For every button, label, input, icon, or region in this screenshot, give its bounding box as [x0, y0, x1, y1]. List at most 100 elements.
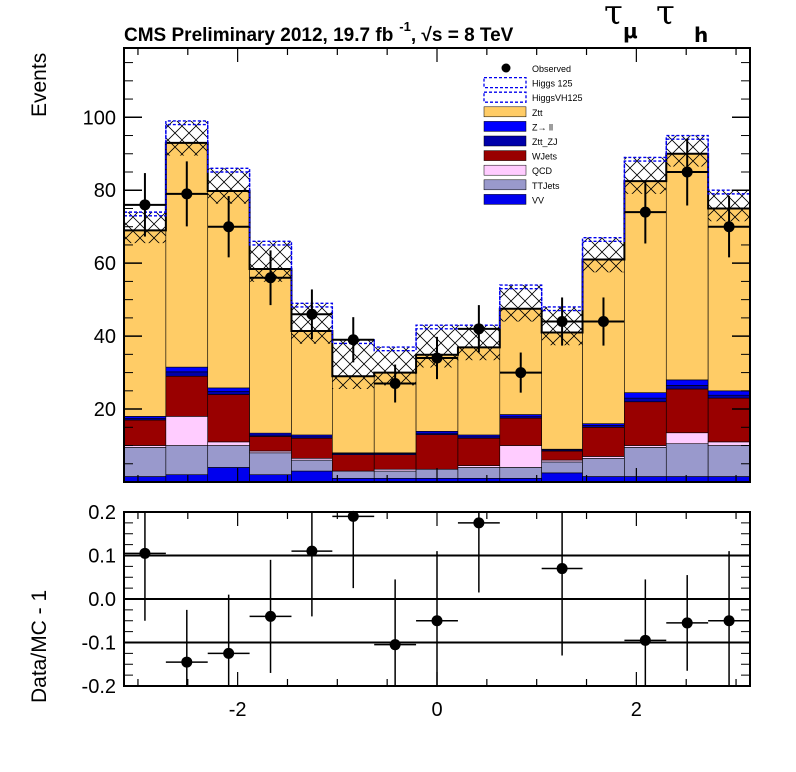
- ratio-point-10: [541, 512, 583, 656]
- observed-point-2: [207, 196, 250, 258]
- legend-swatch-3: [483, 106, 527, 118]
- ratio-y-tick-label-2: 0.0: [88, 589, 116, 611]
- x-tick-label-0: -2: [229, 699, 247, 721]
- bar-qcd-14: [707, 441, 751, 446]
- y-tick-label-4: 100: [83, 107, 116, 129]
- ratio-point-8: [457, 512, 500, 593]
- main-axis-ticks: 20 40 60 80 100: [83, 48, 750, 482]
- channel-tau1: τ: [604, 0, 623, 33]
- legend-swatch-9: [483, 194, 527, 205]
- higgs-125-line: [124, 120, 750, 348]
- bar-wjets-2: [207, 394, 250, 443]
- observed-point-10: [541, 297, 583, 346]
- ratio-point-13: [666, 575, 709, 671]
- ratio-marker-8: [473, 517, 485, 529]
- bar-ttjets-8: [457, 467, 501, 479]
- ratio-marker-5: [347, 510, 359, 522]
- bar-ttjets-11: [582, 457, 625, 477]
- legend-item-6: WJets: [483, 150, 558, 162]
- bar-wjets-9: [499, 417, 542, 446]
- legend-marker-observed: [501, 63, 511, 73]
- legend-item-1: Higgs 125: [483, 76, 573, 89]
- ratio-point-7: [416, 551, 458, 686]
- bar-zttzj-14: [707, 394, 751, 399]
- observed-marker-10: [556, 316, 568, 328]
- bar-ttjets-12: [624, 447, 667, 477]
- bar-wjets-1: [165, 375, 209, 417]
- bar-wjets-10: [541, 450, 583, 461]
- bar-zll-0: [123, 416, 167, 419]
- ratio-marker-3: [265, 610, 277, 622]
- observed-marker-7: [431, 352, 443, 364]
- legend-swatch-8: [483, 179, 527, 191]
- bar-ttjets-10: [541, 461, 583, 474]
- bar-zll-13: [665, 379, 709, 386]
- ratio-marker-13: [681, 617, 693, 629]
- bar-qcd-13: [665, 432, 709, 445]
- legend-item-7: QCD: [483, 164, 553, 176]
- ratio-marker-1: [181, 656, 193, 668]
- channel-sub1: μ: [623, 19, 638, 43]
- bar-vv-3: [249, 474, 292, 483]
- y-tick-label-1: 40: [94, 326, 116, 348]
- bar-ztt-8: [457, 347, 501, 436]
- y-tick-label-2: 60: [94, 253, 116, 275]
- bar-qcd-1: [165, 416, 209, 446]
- legend-swatch-6: [483, 150, 527, 161]
- legend-label-9: VV: [532, 195, 544, 205]
- bar-wjets-7: [415, 434, 459, 470]
- bar-vv-4: [291, 470, 333, 483]
- legend-label-0: Observed: [532, 64, 571, 74]
- y-axis-label: Events: [28, 53, 51, 117]
- legend-swatch-4: [483, 121, 527, 132]
- ratio-points: [124, 510, 750, 686]
- observed-marker-8: [473, 323, 485, 335]
- legend-swatch-1: [483, 76, 527, 89]
- observed-point-13: [666, 138, 709, 206]
- bar-qcd-9: [499, 445, 542, 468]
- bar-ttjets-3: [249, 452, 292, 476]
- legend-item-9: VV: [483, 194, 544, 205]
- bar-wjets-8: [457, 437, 501, 466]
- ratio-marker-6: [389, 639, 401, 651]
- legend-item-0: Observed: [501, 63, 571, 74]
- observed-marker-12: [639, 206, 651, 218]
- bar-ttjets-0: [123, 447, 167, 477]
- observed-point-6: [374, 364, 417, 403]
- bar-qcd-2: [207, 441, 250, 446]
- ratio-point-5: [332, 510, 375, 589]
- higgs-vh125-line: [124, 123, 750, 352]
- x-tick-label-2: 2: [631, 699, 642, 721]
- channel-tau2: τ: [656, 0, 675, 33]
- bar-wjets-11: [582, 426, 625, 457]
- hatch-bin-9: [499, 285, 542, 322]
- bar-ttjets-5: [332, 470, 375, 479]
- plot-title: CMS Preliminary 2012, 19.7 fb -1, √s = 8 …: [124, 19, 514, 46]
- y-tick-label-3: 80: [94, 180, 116, 202]
- legend-label-8: TTJets: [532, 181, 560, 191]
- bar-ttjets-4: [291, 459, 333, 472]
- higgs-overlays: [124, 120, 750, 352]
- legend-label-5: Ztt_ZJ: [532, 137, 558, 147]
- channel-label: τ μ τ h: [604, 0, 708, 47]
- legend-label-1: Higgs 125: [532, 79, 573, 89]
- ratio-point-6: [374, 579, 417, 686]
- legend-swatch-7: [483, 164, 527, 176]
- bar-zttzj-13: [665, 385, 709, 390]
- bar-ztt-0: [123, 230, 167, 417]
- legend-label-3: Ztt: [532, 108, 543, 118]
- ratio-point-2: [207, 594, 250, 686]
- bar-zll-1: [165, 366, 209, 373]
- observed-point-3: [249, 250, 292, 306]
- legend-label-4: Z→ ll: [532, 122, 553, 132]
- bar-zttzj-12: [624, 397, 667, 403]
- ratio-point-0: [124, 512, 166, 621]
- observed-marker-9: [515, 367, 527, 379]
- bar-vv-2: [207, 467, 250, 483]
- bar-wjets-12: [624, 401, 667, 446]
- observed-point-7: [416, 336, 458, 380]
- ratio-marker-4: [306, 545, 318, 557]
- channel-sub2: h: [694, 23, 708, 47]
- bar-ttjets-2: [207, 445, 250, 468]
